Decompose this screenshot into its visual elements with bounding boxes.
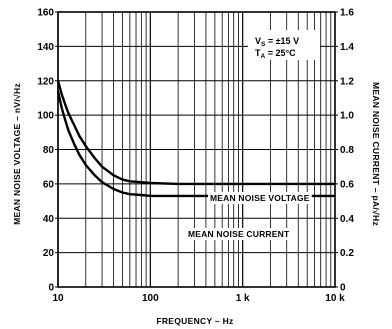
y-tick-label-left: 140 — [37, 42, 54, 53]
temperature-annotation: TA = 25°C — [255, 48, 296, 60]
y-tick-label-left: 160 — [37, 8, 54, 19]
y-tick-label-right: 0.6 — [340, 179, 354, 190]
series-label-voltage: MEAN NOISE VOLTAGE — [210, 193, 310, 203]
y-tick-label-right: 1.6 — [340, 8, 354, 19]
y-tick-label-right: 0 — [340, 283, 346, 294]
series-group — [56, 80, 335, 198]
conditions-box: VS = ±15 V TA = 25°C — [248, 30, 320, 60]
series-label-current: MEAN NOISE CURRENT — [188, 229, 290, 239]
y-tick-label-left: 80 — [43, 145, 55, 156]
x-axis-label: FREQUENCY – Hz — [156, 316, 233, 326]
y-tick-label-right: 0.8 — [340, 145, 354, 156]
y-tick-label-left: 120 — [37, 76, 54, 87]
series-line-noise-voltage — [56, 80, 335, 186]
series-line-noise-current — [56, 90, 335, 198]
y-tick-label-right: 1.2 — [340, 76, 354, 87]
x-tick-label: 10 k — [325, 293, 345, 304]
x-tick-label: 10 — [52, 293, 64, 304]
y-axis-label-left: MEAN NOISE VOLTAGE – nV/√Hz — [12, 83, 22, 225]
y-tick-label-left: 0 — [48, 283, 54, 294]
y-tick-label-left: 40 — [43, 214, 55, 225]
y-tick-label-left: 100 — [37, 111, 54, 122]
x-tick-label: 1 k — [236, 293, 250, 304]
tick-labels: 0 20 40 60 80 100 120 140 160 0 0.2 0.4 0.6 0.8 1.0 1.2… — [37, 8, 354, 305]
y-tick-label-right: 1.4 — [340, 42, 354, 53]
supply-voltage-annotation: VS = ±15 V — [255, 36, 299, 48]
y-tick-label-left: 60 — [43, 179, 55, 190]
y-tick-label-right: 1.0 — [340, 111, 354, 122]
series-label-background — [186, 228, 292, 240]
x-tick-label: 100 — [142, 293, 159, 304]
grid — [57, 11, 335, 288]
y-tick-label-left: 20 — [43, 248, 55, 259]
y-tick-label-right: 0.2 — [340, 248, 354, 259]
y-tick-label-right: 0.4 — [340, 214, 354, 225]
series-label-background — [208, 192, 312, 204]
y-axis-label-right: MEAN NOISE CURRENT – pA/√Hz — [371, 82, 381, 226]
